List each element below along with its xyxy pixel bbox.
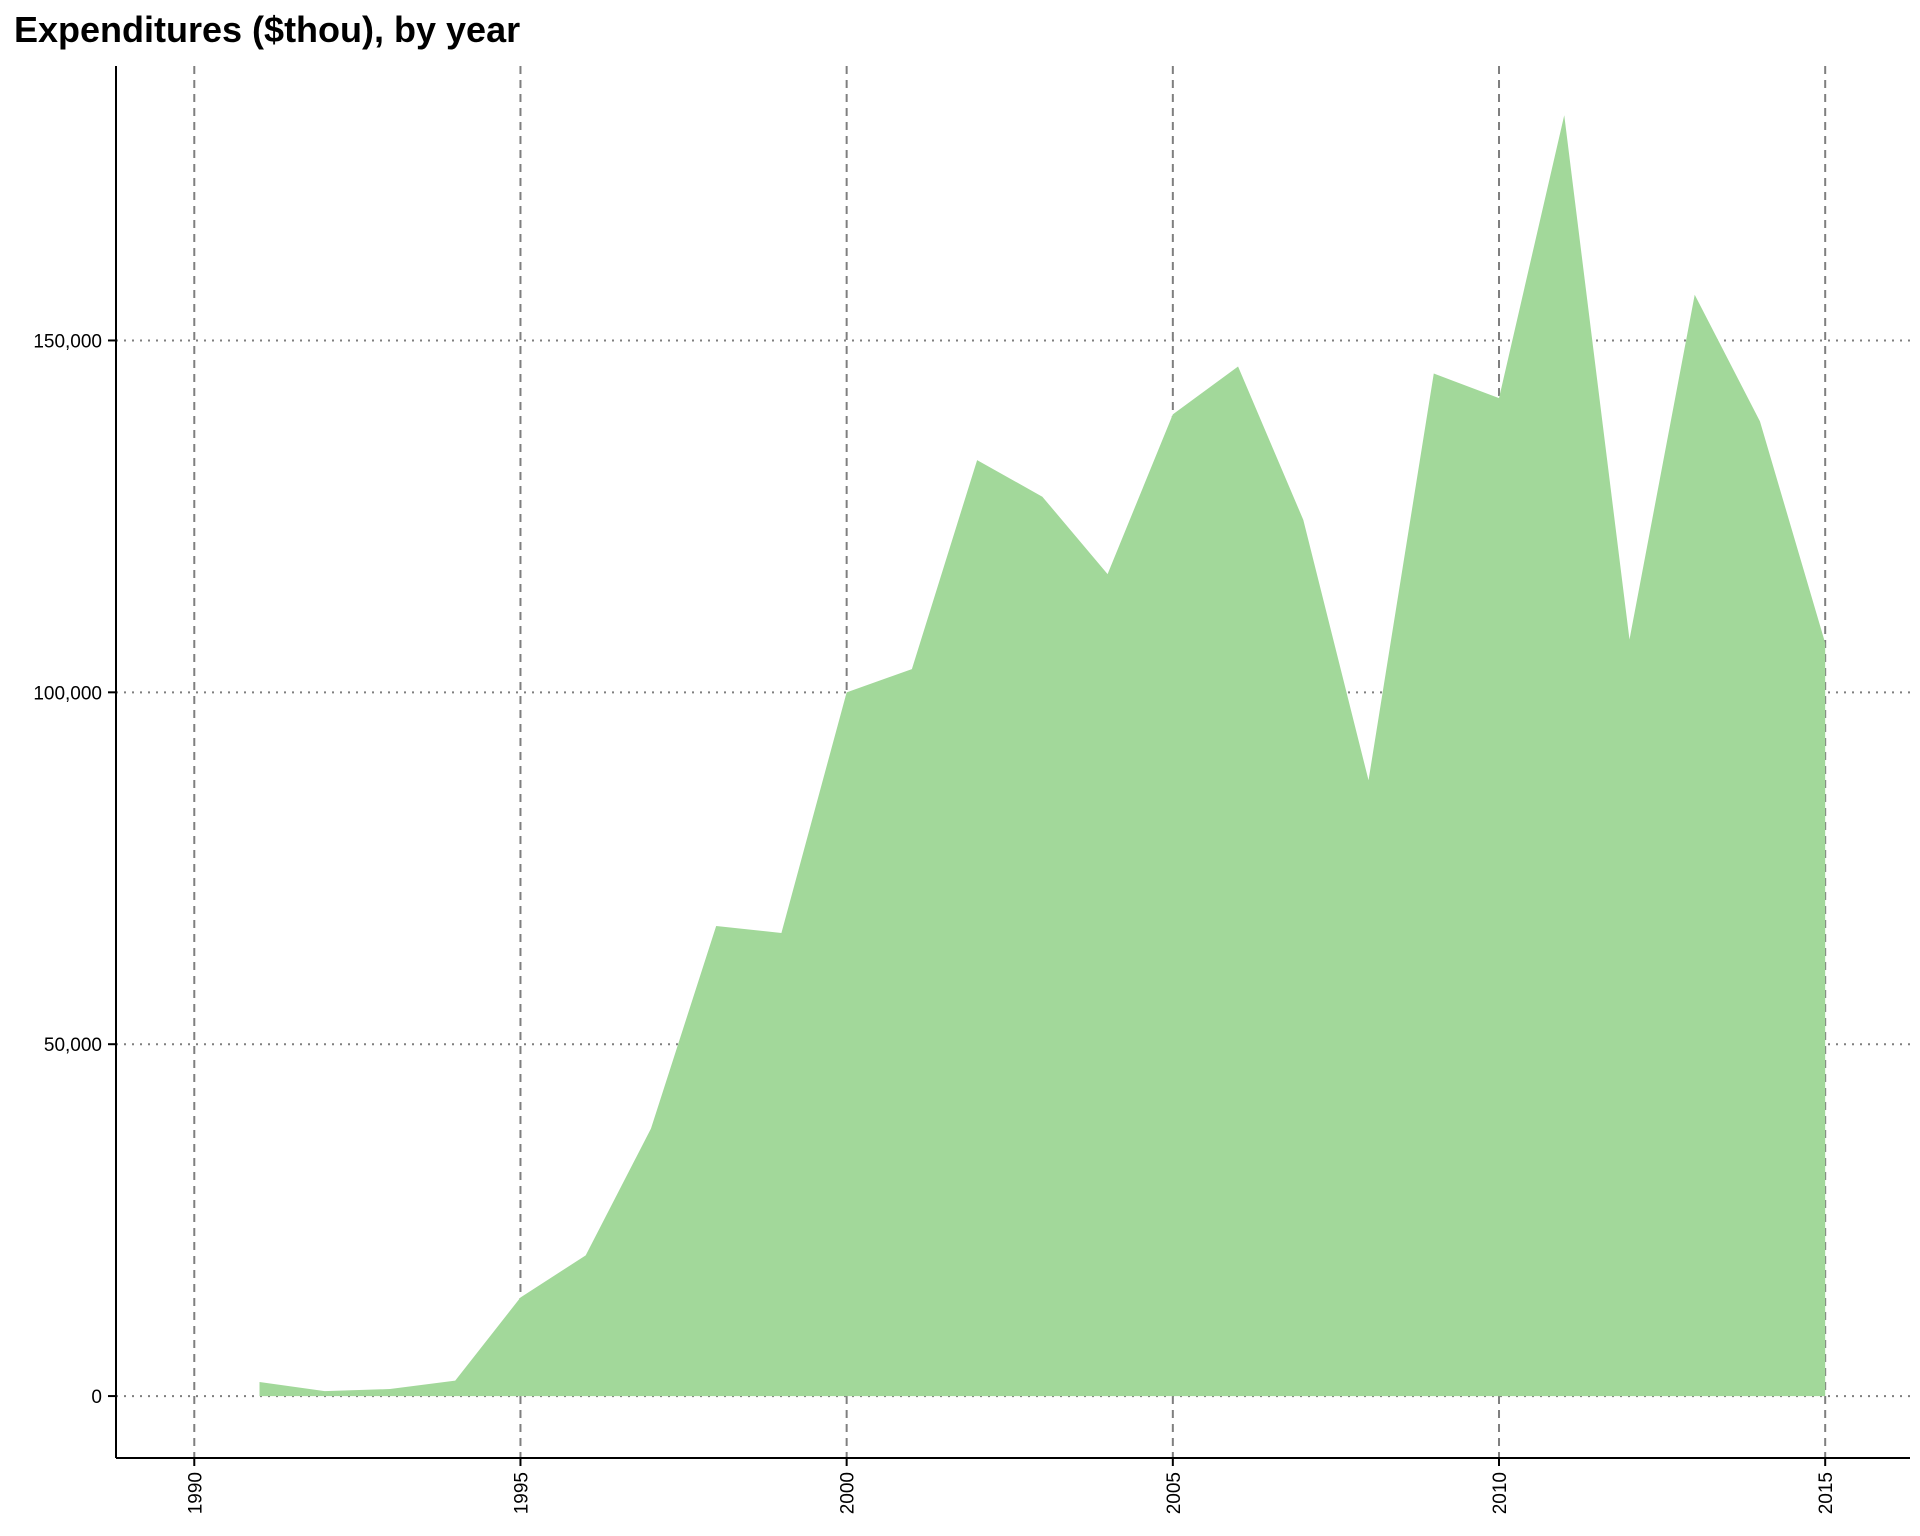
chart-title: Expenditures ($thou), by year [14,9,520,50]
axes [115,66,1910,1459]
y-tick-label: 50,000 [44,1035,102,1056]
y-tick-label: 150,000 [33,331,102,352]
y-axis-ticks: 0 50,000 100,000 150,000 [33,331,116,1408]
x-tick-label: 1995 [511,1472,532,1514]
x-tick-label: 2010 [1490,1472,1511,1514]
area-series [259,115,1826,1397]
x-tick-label: 1990 [185,1472,206,1514]
area-layer [259,115,1826,1397]
y-tick-label: 0 [91,1387,102,1408]
x-tick-label: 2015 [1816,1472,1837,1514]
x-tick-label: 2000 [838,1472,859,1514]
x-gridlines [193,66,1827,1458]
x-axis-ticks: 1990 1995 2000 2005 2010 2015 [185,1458,1837,1514]
x-tick-label: 2005 [1164,1472,1185,1514]
y-tick-label: 100,000 [33,683,102,704]
